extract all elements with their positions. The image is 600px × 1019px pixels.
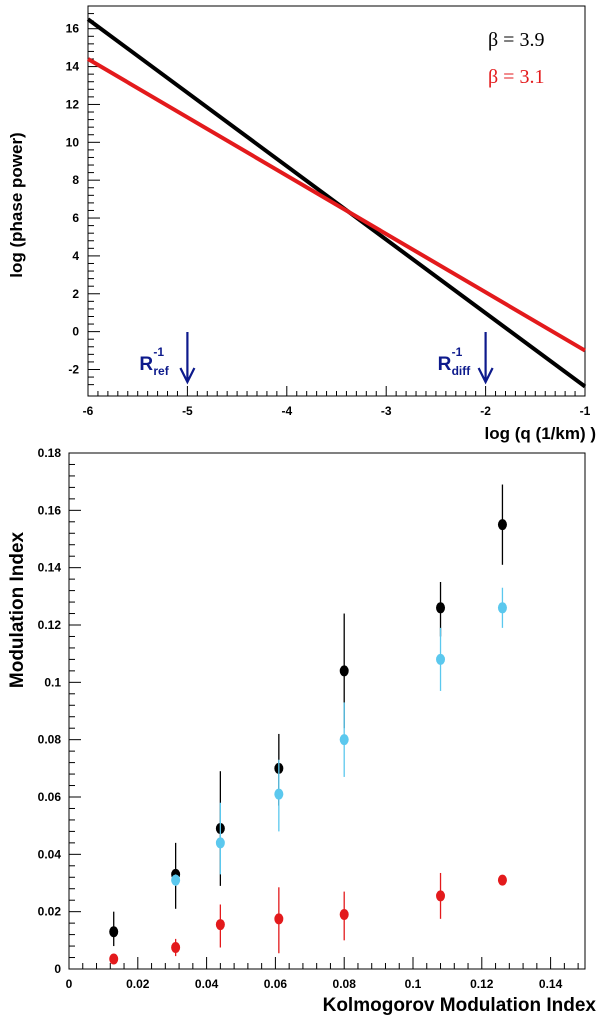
bottom-x-tick-label: 0.04 bbox=[195, 977, 219, 991]
top-y-tick-label: 12 bbox=[66, 97, 80, 111]
top-x-axis-title: log (q (1/km) ) bbox=[485, 424, 596, 443]
bottom-y-tick-label: 0.14 bbox=[38, 561, 62, 575]
bottom-x-axis-title: Kolmogorov Modulation Index bbox=[323, 995, 597, 1016]
bottom-y-tick-label: 0.04 bbox=[38, 847, 62, 861]
data-point-red bbox=[215, 919, 225, 931]
bottom-x-tick-label: 0.08 bbox=[333, 977, 357, 991]
data-point-cyan bbox=[274, 788, 284, 800]
r-diff-marker-superscript: -1 bbox=[452, 345, 463, 359]
data-point-red bbox=[339, 909, 349, 921]
r-ref-marker-subscript: ref bbox=[153, 364, 169, 378]
bottom-x-tick-label: 0 bbox=[66, 977, 73, 991]
bottom-y-tick-label: 0.1 bbox=[44, 675, 61, 689]
data-point-black bbox=[497, 519, 507, 531]
data-point-red bbox=[497, 874, 507, 886]
top-y-tick-label: -2 bbox=[68, 362, 79, 376]
data-point-black bbox=[339, 665, 349, 677]
bottom-x-tick-label: 0.1 bbox=[405, 977, 422, 991]
top-x-tick-label: -5 bbox=[182, 404, 193, 418]
legend-entry-beta-3-9: β = 3.9 bbox=[488, 29, 544, 51]
r-diff-marker-label: R bbox=[438, 354, 452, 375]
data-point-cyan bbox=[436, 653, 446, 665]
bottom-plot-frame bbox=[68, 452, 586, 970]
data-point-black bbox=[109, 926, 119, 938]
bottom-y-tick-label: 0.06 bbox=[38, 790, 62, 804]
r-ref-marker-head bbox=[179, 367, 196, 385]
top-y-tick-label: 0 bbox=[72, 325, 79, 339]
top-x-tick-label: -1 bbox=[580, 404, 591, 418]
top-y-tick-label: 6 bbox=[72, 211, 79, 225]
data-point-cyan bbox=[339, 734, 349, 746]
top-y-tick-label: 4 bbox=[72, 249, 79, 263]
top-y-tick-label: 16 bbox=[66, 22, 80, 36]
top-y-axis-title: log (phase power) bbox=[7, 132, 26, 277]
r-ref-marker-label: R bbox=[139, 354, 153, 375]
data-point-cyan bbox=[497, 602, 507, 614]
data-point-red bbox=[436, 890, 446, 902]
bottom-y-axis-title: Modulation Index bbox=[7, 531, 28, 688]
data-point-cyan bbox=[171, 874, 181, 886]
bottom-x-tick-label: 0.06 bbox=[264, 977, 288, 991]
data-point-black bbox=[436, 602, 446, 614]
top-y-tick-label: 2 bbox=[72, 287, 79, 301]
series-line-beta-3-1 bbox=[86, 57, 587, 353]
top-x-tick-label: -3 bbox=[381, 404, 392, 418]
bottom-y-tick-label: 0.16 bbox=[38, 503, 62, 517]
bottom-x-tick-label: 0.02 bbox=[126, 977, 150, 991]
r-ref-marker-superscript: -1 bbox=[153, 345, 164, 359]
bottom-x-tick-label: 0.12 bbox=[470, 977, 494, 991]
top-y-tick-label: 14 bbox=[66, 60, 80, 74]
bottom-y-tick-label: 0.18 bbox=[38, 446, 62, 460]
bottom-chart: 0 0.02 0.04 0.06 0.08 0.1 0.12 0.14 0 0.02 0.04 0.0… bbox=[7, 446, 596, 1016]
bottom-y-tick-label: 0 bbox=[54, 962, 61, 976]
top-y-tick-label: 8 bbox=[72, 173, 79, 187]
top-y-tick-label: 10 bbox=[66, 135, 80, 149]
data-point-red bbox=[109, 953, 119, 965]
data-point-red bbox=[274, 913, 284, 925]
legend-entry-beta-3-1: β = 3.1 bbox=[488, 66, 544, 88]
data-point-cyan bbox=[215, 837, 225, 849]
bottom-y-tick-label: 0.02 bbox=[38, 905, 62, 919]
bottom-y-tick-label: 0.08 bbox=[38, 733, 62, 747]
top-x-tick-label: -6 bbox=[83, 404, 94, 418]
bottom-y-tick-label: 0.12 bbox=[38, 618, 62, 632]
top-x-tick-label: -2 bbox=[480, 404, 491, 418]
r-diff-marker-subscript: diff bbox=[452, 364, 472, 378]
bottom-x-tick-label: 0.14 bbox=[539, 977, 563, 991]
data-point-red bbox=[171, 942, 181, 953]
top-x-tick-label: -4 bbox=[281, 404, 292, 418]
r-diff-marker-head bbox=[477, 367, 494, 385]
